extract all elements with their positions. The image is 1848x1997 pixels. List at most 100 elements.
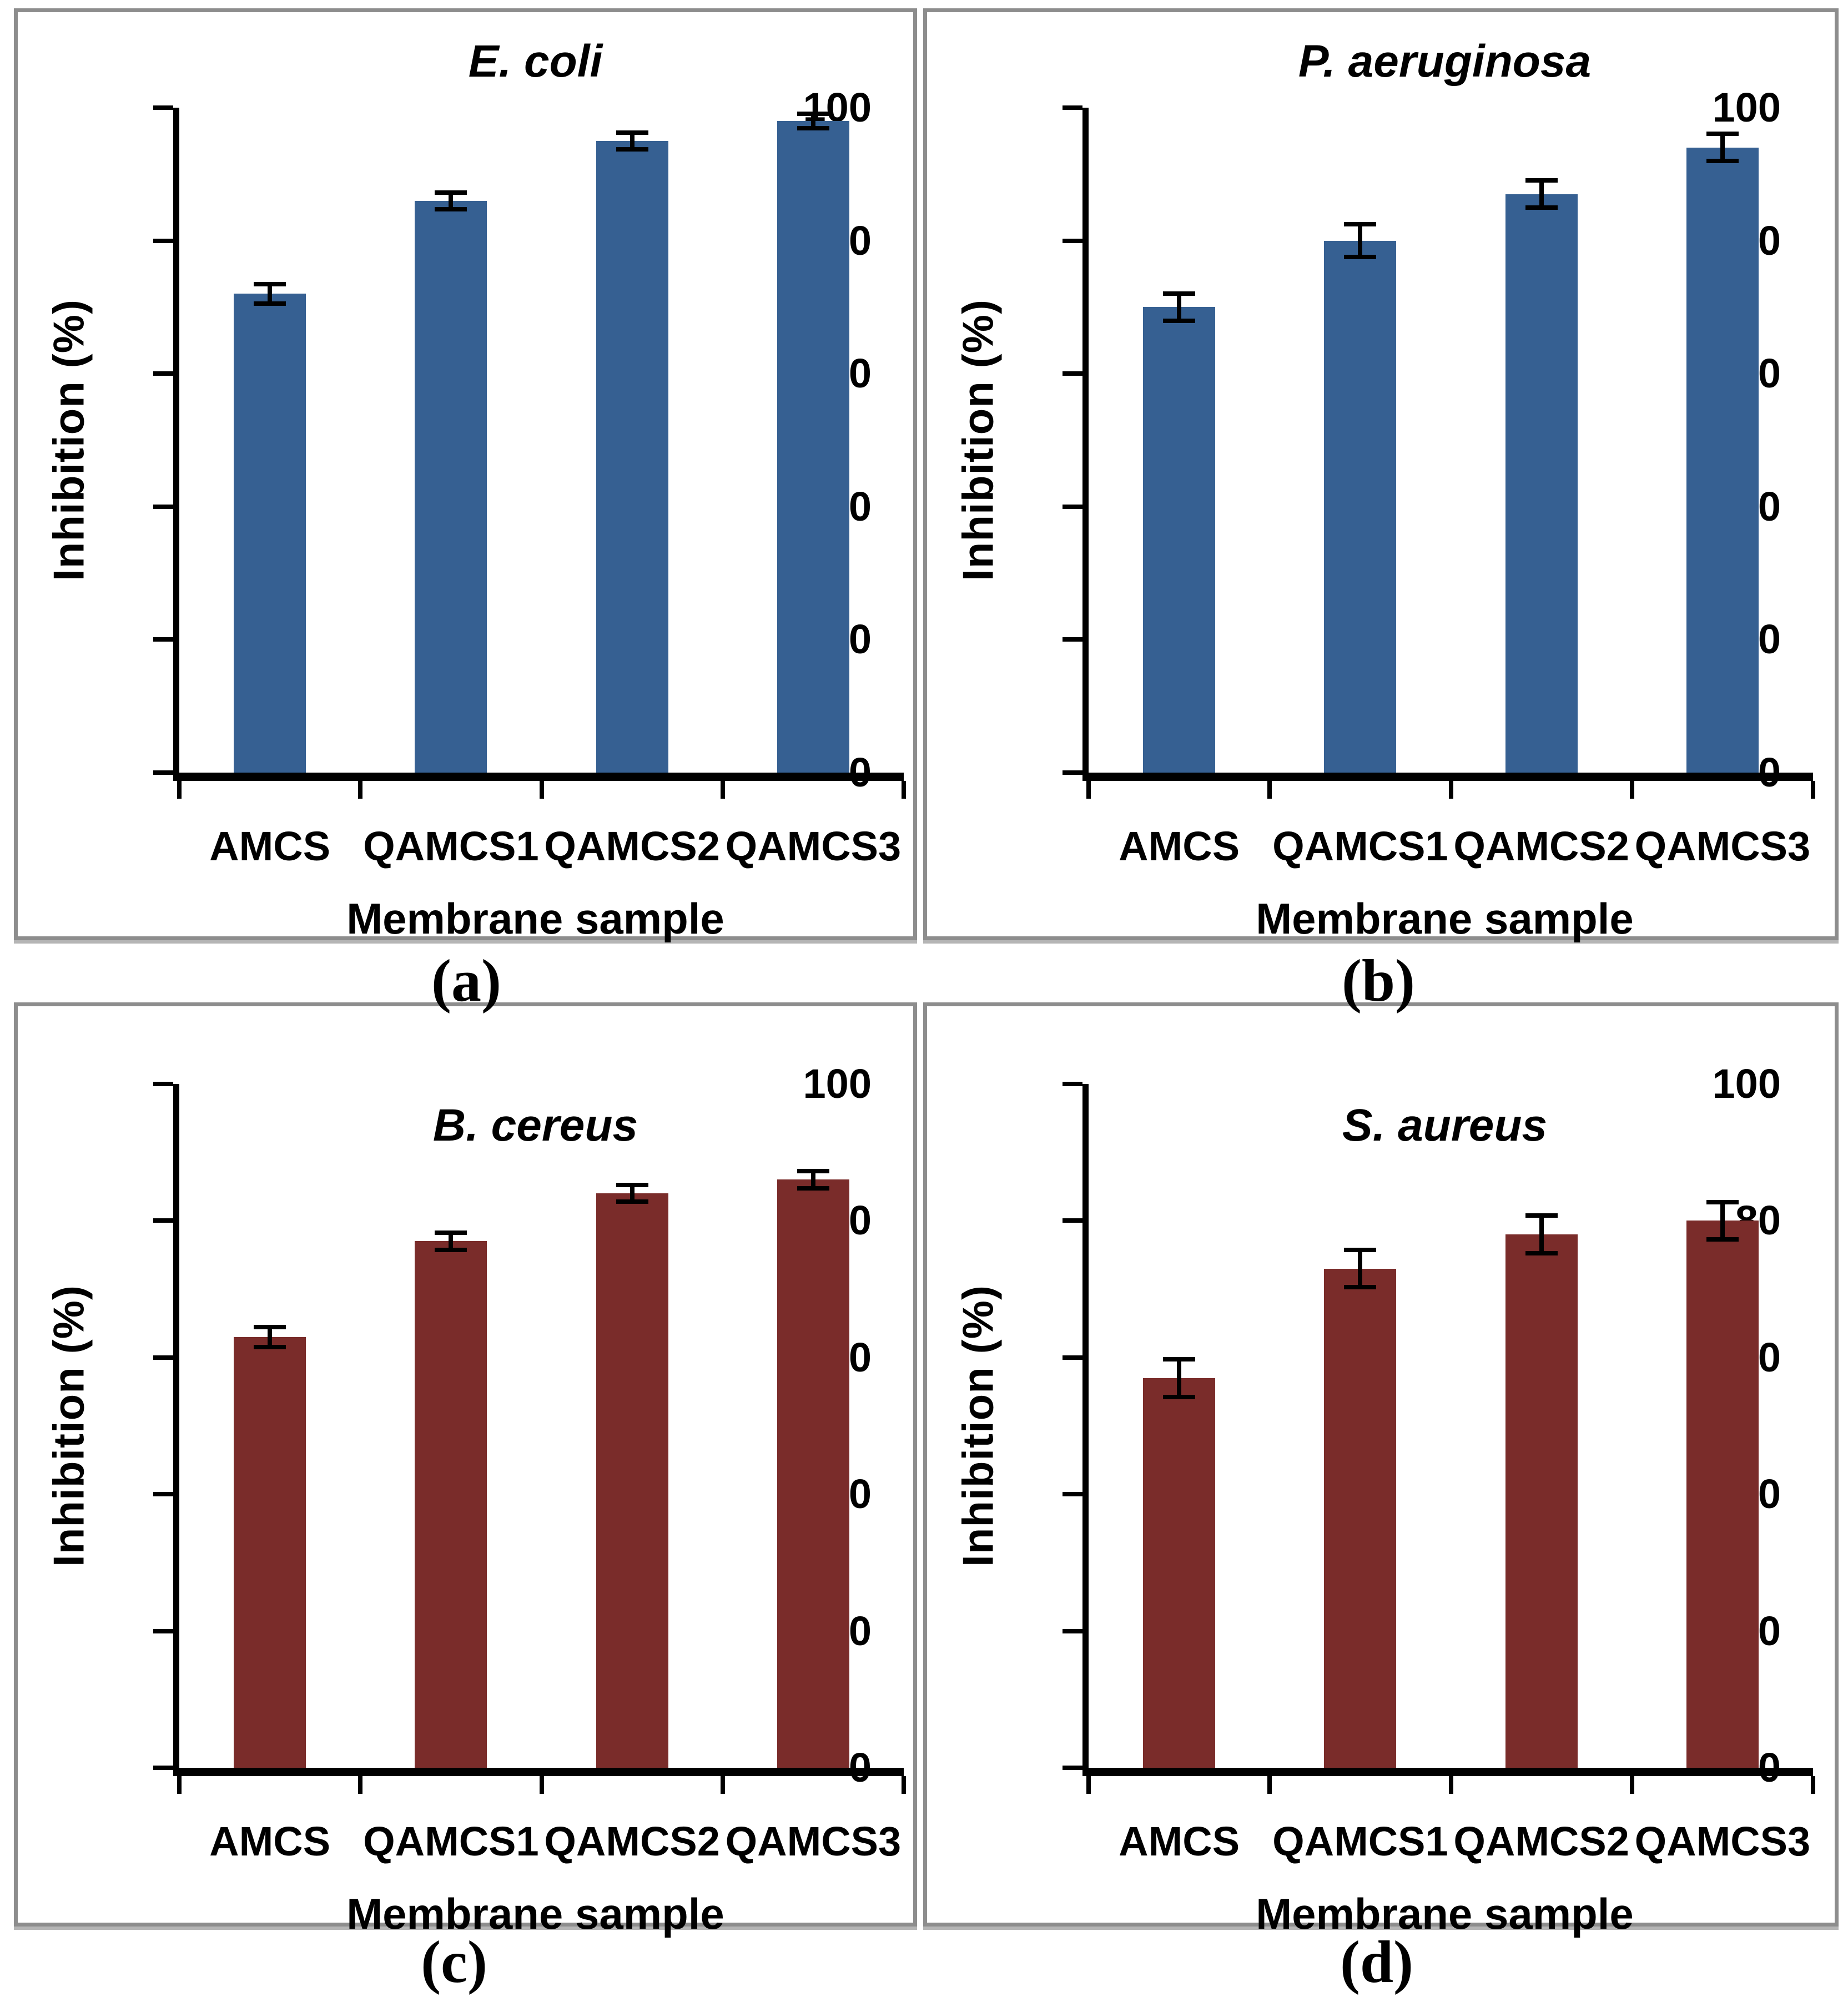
error-bar-qamcs3 [810,1173,815,1187]
error-bar-qamcs3 [1720,1203,1725,1238]
error-bar-cap-bottom [1344,254,1377,259]
error-bar-amcs [268,286,273,302]
chart-title: P. aeruginosa [1298,36,1592,87]
bar-amcs [1143,307,1216,773]
error-bar-amcs [1177,295,1182,319]
y-axis-title: Inhibition (%) [953,299,1003,581]
x-axis-title: Membrane sample [1256,894,1634,943]
x-axis-title: Membrane sample [346,894,724,943]
y-tick-label: 0 [848,749,872,795]
error-bar-amcs [1177,1360,1182,1395]
error-bar-cap-top [1525,178,1558,183]
bar-qamcs1 [415,1241,487,1768]
x-tick-label: QAMCS2 [1453,1818,1629,1864]
plot-area: 020406080100 [1063,84,1815,799]
x-tick-label: QAMCS2 [1453,823,1629,869]
caption-c: (c) [421,1929,487,1995]
panel-a: E. coli Inhibition (%) 020406080100 AMCS QAM… [14,8,917,943]
error-bar-cap-bottom [254,1344,286,1349]
y-axis-title: Inhibition (%) [953,1285,1003,1567]
y-axis-title: Inhibition (%) [44,299,93,581]
y-tick-mark [153,637,173,642]
error-bar-amcs [268,1329,273,1345]
x-tick-mark [177,1776,182,1794]
x-tick-mark [539,781,544,799]
x-tick-mark [1629,781,1634,799]
error-bar-cap-bottom [1344,1285,1377,1290]
bar-qamcs1 [1324,1268,1397,1768]
error-bar-cap-top [254,282,286,287]
x-tick-label: QAMCS2 [544,1818,720,1864]
plot-area: 020406080100 [153,84,906,799]
error-bar-qamcs3 [1720,135,1725,160]
x-tick-mark [1448,1776,1453,1794]
x-tick-label: QAMCS3 [725,823,902,869]
x-tick-mark [1267,1776,1272,1794]
y-tick-label: 100 [803,1061,872,1107]
error-bar-cap-bottom [797,125,829,130]
y-tick-mark [153,1355,173,1360]
error-bar-cap-bottom [1706,159,1739,164]
error-bar-cap-top [435,1231,467,1235]
x-tick-label: AMCS [1119,1818,1240,1864]
y-tick-mark [153,1082,173,1086]
error-bar-cap-top [254,1325,286,1330]
caption-b: (b) [1342,948,1415,1014]
error-bar-cap-bottom [1525,205,1558,210]
y-tick-mark [1063,238,1082,243]
error-bar-cap-top [435,190,467,195]
bar-qamcs2 [1505,1234,1578,1768]
x-tick-mark [1086,1776,1091,1794]
x-tick-label: QAMCS1 [1272,1818,1448,1864]
x-tick-mark [1811,1776,1815,1794]
error-bar-cap-top [1344,222,1377,227]
x-tick-mark [902,1776,906,1794]
y-tick-mark [1063,1492,1082,1497]
error-bar-cap-bottom [616,1199,648,1204]
error-bar-cap-bottom [1163,1394,1196,1399]
y-tick-mark [1063,637,1082,642]
x-axis-title: Membrane sample [346,1889,724,1938]
y-tick-mark [1063,504,1082,509]
bar-amcs [1143,1378,1216,1768]
error-bar-qamcs2 [630,134,635,148]
x-tick-mark [1629,1776,1634,1794]
y-tick-mark [1063,1628,1082,1633]
error-bar-cap-bottom [435,206,467,211]
y-tick-label: 0 [848,1744,872,1791]
error-bar-cap-top [1163,291,1196,296]
error-bar-qamcs3 [810,115,815,127]
x-tick-mark [177,781,182,799]
x-tick-label: QAMCS3 [1634,823,1811,869]
y-tick-mark [153,371,173,376]
error-bar-cap-bottom [254,301,286,306]
bar-qamcs3 [1686,1221,1759,1768]
y-tick-label: 100 [1712,1061,1781,1107]
caption-a: (a) [431,948,501,1014]
plot-area: 020406080100 [1063,1061,1815,1794]
y-tick-mark [1063,770,1082,775]
y-tick-mark [1063,1082,1082,1086]
x-tick-label: QAMCS3 [1634,1818,1811,1864]
error-bar-cap-top [616,130,648,135]
y-tick-mark [153,504,173,509]
y-tick-mark [153,770,173,775]
y-tick-label: 100 [1712,84,1781,130]
x-tick-label: QAMCS1 [363,1818,539,1864]
bar-qamcs3 [777,1179,849,1768]
y-tick-mark [1063,1218,1082,1223]
bar-qamcs3 [777,120,849,773]
error-bar-qamcs1 [449,194,454,208]
error-bar-cap-bottom [1706,1237,1739,1242]
chart-title: E. coli [468,36,603,87]
y-tick-mark [1063,1766,1082,1770]
bar-qamcs2 [1505,194,1578,773]
bar-amcs [234,294,306,773]
error-bar-cap-top [797,112,829,117]
error-bar-cap-bottom [1163,318,1196,323]
x-tick-mark [1086,781,1091,799]
x-tick-mark [1811,781,1815,799]
x-tick-label: AMCS [209,823,331,869]
